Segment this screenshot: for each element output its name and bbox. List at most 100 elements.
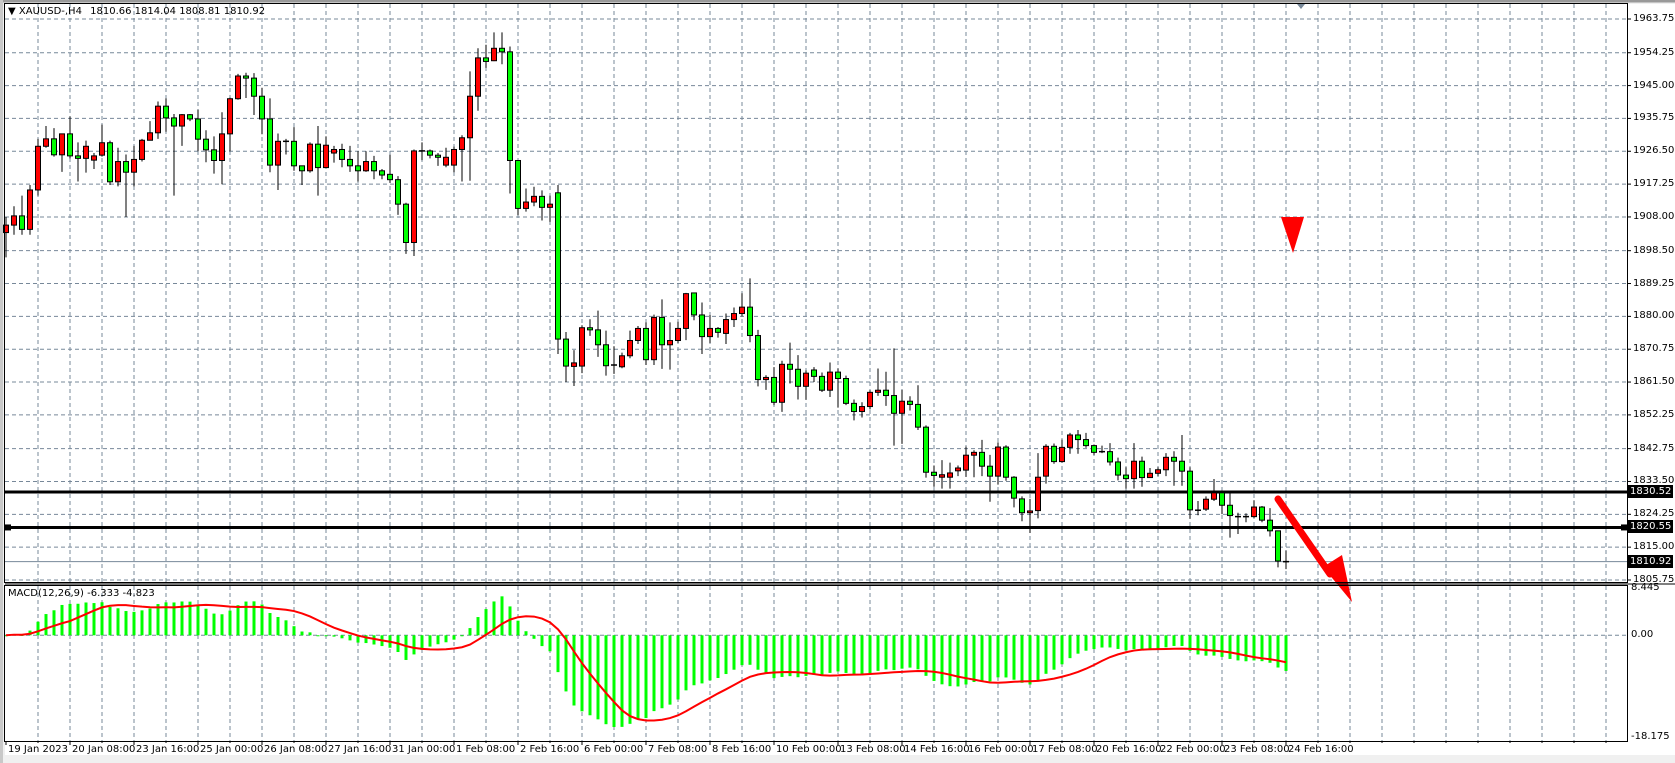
price-axis-label: 1805.75 [1633, 574, 1675, 585]
candle-bearish [515, 159, 521, 209]
macd-histogram-bar [652, 635, 656, 712]
candle-bullish [235, 75, 241, 100]
price-axis-label: 1815.00 [1633, 541, 1675, 553]
macd-axis-label: 8.445 [1631, 582, 1660, 593]
candle-bearish [819, 375, 825, 391]
macd-histogram-bar [196, 604, 200, 636]
macd-label: MACD(12,26,9) [8, 588, 84, 599]
candle-bullish [875, 389, 881, 393]
candle-bullish [35, 145, 41, 191]
candle-bearish [539, 195, 545, 208]
price-axis-label: 1842.75 [1633, 442, 1675, 454]
macd-histogram-bar [52, 610, 56, 636]
candle-bullish [155, 105, 161, 134]
candle-bearish [907, 400, 913, 405]
candle-bullish [947, 472, 953, 478]
time-axis-label: 17 Feb 08:00 [1032, 744, 1098, 755]
macd-histogram-bar [1116, 635, 1120, 649]
ohlc-values: 1810.66 1814.04 1808.81 1810.92 [90, 6, 266, 17]
candle-bearish [355, 165, 361, 172]
line-handle-right[interactable] [1621, 524, 1627, 531]
macd-histogram-bar [1260, 635, 1264, 662]
candle-bearish [107, 142, 113, 183]
macd-histogram-bar [1268, 635, 1272, 663]
candle-bearish [163, 105, 169, 119]
price-axis-label: 1852.25 [1633, 408, 1675, 420]
macd-histogram-bar [124, 611, 128, 636]
macd-histogram-bar [748, 635, 752, 665]
macd-histogram-bar [644, 635, 648, 719]
macd-histogram-bar [444, 635, 448, 643]
price-axis-label: 1824.25 [1633, 508, 1675, 520]
candle-bearish [1123, 474, 1129, 480]
candle-bearish [339, 148, 345, 160]
candle-bullish [675, 327, 681, 342]
candle-bearish [1115, 461, 1121, 476]
candle-bearish [1275, 530, 1281, 562]
macd-histogram-bar [148, 608, 152, 636]
candle-bearish [171, 117, 177, 127]
macd-histogram-bar [660, 635, 664, 709]
candle-bullish [443, 156, 449, 166]
trend-arrow-head[interactable] [1323, 555, 1352, 602]
macd-histogram-bar [956, 635, 960, 687]
price-axis-label: 1889.25 [1633, 277, 1675, 289]
candle-bullish [59, 133, 65, 156]
candle-bearish [1083, 439, 1089, 447]
time-axis-label: 31 Jan 00:00 [392, 744, 456, 755]
macd-histogram-bar [612, 635, 616, 727]
macd-histogram-bar [100, 602, 104, 636]
candle-bearish [915, 403, 921, 428]
macd-histogram-bar [284, 620, 288, 636]
candle-bearish [499, 47, 505, 53]
macd-histogram-bar [1204, 635, 1208, 656]
candle-bullish [651, 316, 657, 361]
candle-bearish [403, 203, 409, 244]
candle-bearish [1171, 456, 1177, 462]
macd-histogram-bar [876, 635, 880, 671]
macd-histogram-bar [796, 635, 800, 678]
macd-histogram-bar [156, 604, 160, 636]
candle-bearish [771, 376, 777, 403]
macd-histogram-bar [132, 611, 136, 636]
collapse-triangle-icon[interactable]: ▼ [8, 6, 16, 17]
time-axis-label: 10 Feb 00:00 [776, 744, 842, 755]
candle-bullish [1155, 469, 1161, 474]
trend-arrow-shaft[interactable] [1274, 495, 1334, 578]
macd-histogram-bar [220, 614, 224, 636]
candle-bullish [147, 132, 153, 141]
candle-bullish [955, 467, 961, 472]
candle-bullish [3, 224, 9, 234]
main-panel-border [4, 3, 1628, 583]
sell-signal-triangle[interactable] [1281, 217, 1304, 253]
macd-histogram-bar [276, 617, 280, 636]
candle-bearish [203, 138, 209, 151]
line-handle-left[interactable] [5, 524, 11, 531]
macd-histogram-bar [1004, 635, 1008, 678]
macd-histogram-bar [404, 635, 408, 660]
chart-shift-marker[interactable] [1297, 4, 1305, 9]
macd-histogram-bar [588, 635, 592, 716]
macd-histogram-bar [852, 635, 856, 675]
candle-bullish [275, 140, 281, 166]
macd-histogram-bar [1196, 635, 1200, 655]
price-axis-label: 1917.25 [1633, 178, 1675, 190]
macd-histogram-bar [164, 602, 168, 636]
macd-histogram-bar [948, 635, 952, 687]
price-axis-label: 1870.75 [1633, 343, 1675, 355]
macd-histogram-bar [364, 635, 368, 644]
candle-bullish [667, 340, 673, 346]
candle-bearish [243, 75, 249, 79]
macd-histogram-bar [1164, 635, 1168, 648]
macd-histogram-bar [1068, 635, 1072, 659]
macd-histogram-bar [1284, 635, 1288, 671]
macd-histogram-bar [356, 635, 360, 643]
macd-histogram-bar [436, 635, 440, 645]
candle-bullish [739, 306, 745, 315]
macd-histogram-bar [804, 635, 808, 676]
price-axis-label: 1833.50 [1633, 475, 1675, 487]
time-axis-label: 27 Jan 16:00 [328, 744, 392, 755]
candle-bearish [587, 327, 593, 331]
macd-histogram-bar [460, 635, 464, 637]
